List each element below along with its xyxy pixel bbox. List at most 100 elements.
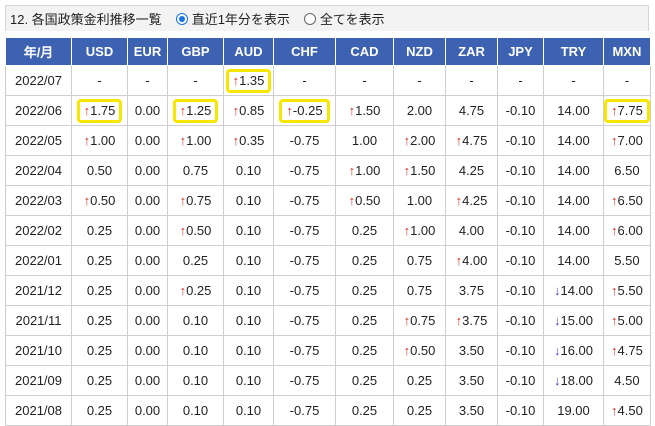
table-row: 2022/03 ↑0.50 0.00 ↑0.75 0.10 -0.75 ↑0.50 1.00 ↑…	[5, 185, 651, 216]
rate-cell: 3.50	[445, 365, 498, 396]
arrow-up-icon: ↑	[611, 313, 618, 328]
policy-rate-table: 年/月 USD EUR GBP AUD CHF CAD NZD ZAR JPY TRY MXN 202…	[5, 37, 651, 426]
rate-text: 6.50	[614, 163, 640, 178]
rate-text: -0.75	[289, 163, 320, 178]
rate-value: 0.25	[352, 283, 377, 298]
rate-text: 0.10	[235, 253, 262, 268]
rate-value: 5.50	[614, 253, 639, 268]
rate-cell: -0.10	[497, 245, 544, 276]
rate-value: 14.00	[557, 223, 590, 238]
rate-value: 14.00	[557, 133, 590, 148]
rate-text: -0.10	[505, 283, 536, 298]
rate-value: -	[417, 73, 421, 88]
rate-value: -0.75	[290, 163, 320, 178]
rate-text: 0.10	[235, 343, 262, 358]
rate-text: 0.25	[351, 253, 378, 268]
rate-text: 0.25	[351, 283, 378, 298]
rate-text: 0.10	[182, 373, 209, 388]
rate-value: 0.10	[236, 253, 261, 268]
column-header: NZD	[393, 37, 446, 66]
rate-value: ↑5.50	[611, 283, 643, 298]
rate-text: 14.00	[557, 223, 590, 238]
rate-value: -0.10	[506, 253, 536, 268]
rate-cell: 5.50	[603, 245, 651, 276]
rate-value: 0.10	[236, 163, 261, 178]
rate-cell: ↑0.75	[167, 185, 224, 216]
rate-cell: 0.25	[167, 245, 224, 276]
radio-recent-year[interactable]: 直近1年分を表示	[175, 9, 290, 28]
arrow-up-icon: ↑	[348, 163, 356, 178]
rate-text: -0.75	[289, 133, 320, 148]
rate-value: 0.00	[135, 253, 160, 268]
rate-cell: 0.50	[71, 155, 128, 186]
rate-cell: 4.50	[603, 365, 651, 396]
rate-value: 0.10	[236, 313, 261, 328]
rate-cell: ↑1.00	[393, 215, 446, 246]
rate-cell: 0.10	[223, 245, 274, 276]
rate-value: -0.10	[506, 313, 536, 328]
radio-show-all[interactable]: 全てを表示	[303, 9, 385, 28]
rate-value: 14.00	[557, 103, 590, 118]
rate-text: 0.10	[235, 163, 262, 178]
rate-cell: ↑2.00	[393, 125, 446, 156]
rate-value: 0.25	[352, 313, 377, 328]
rate-text: -0.10	[505, 193, 536, 208]
table-row: 2021/10 0.25 0.00 0.10 0.10 -0.75 0.25 ↑0.50 3.5…	[5, 335, 651, 366]
rate-cell: -0.75	[273, 335, 336, 366]
arrow-up-icon: ↑	[611, 133, 618, 148]
rate-cell: ↓14.00	[543, 275, 604, 306]
row-date: 2022/01	[5, 245, 72, 276]
rate-cell: -	[603, 65, 651, 96]
column-header: EUR	[127, 37, 168, 66]
rate-cell: -0.75	[273, 245, 336, 276]
rate-value: 0.25	[407, 373, 432, 388]
rate-cell: 0.10	[223, 215, 274, 246]
rate-text: 0.00	[134, 193, 161, 208]
rate-value: ↓16.00	[554, 343, 593, 358]
rate-value: 0.00	[135, 193, 160, 208]
rate-cell: 0.10	[223, 365, 274, 396]
arrow-up-icon: ↑	[403, 343, 411, 358]
rate-text: -0.10	[505, 253, 536, 268]
arrow-up-icon: ↑	[179, 223, 187, 238]
rate-text: 1.00	[351, 133, 378, 148]
rate-cell: ↑0.50	[167, 215, 224, 246]
rate-text: -	[469, 73, 474, 88]
rate-value: ↑4.00	[456, 253, 488, 268]
rate-text: 18.00	[560, 373, 594, 388]
arrow-up-icon: ↑	[403, 133, 411, 148]
rate-value: 0.25	[87, 373, 112, 388]
table-header-row: 年/月 USD EUR GBP AUD CHF CAD NZD ZAR JPY TRY MXN	[5, 37, 651, 66]
rate-text: 0.10	[235, 223, 262, 238]
arrow-up-icon: ↑	[403, 163, 411, 178]
rate-text: 0.00	[134, 223, 161, 238]
rate-value: 0.25	[87, 223, 112, 238]
arrow-up-icon: ↑	[611, 102, 618, 118]
rate-text: 6.00	[617, 223, 643, 238]
rate-cell: -0.10	[497, 335, 544, 366]
rate-value: ↑1.35	[225, 68, 272, 93]
rate-value: ↑1.00	[84, 133, 116, 148]
rate-cell: 0.25	[335, 275, 394, 306]
rate-cell: ↑1.50	[335, 95, 394, 126]
rate-text: 0.50	[410, 343, 436, 358]
rate-cell: ↑1.50	[393, 155, 446, 186]
rate-cell: ↑1.35	[223, 65, 274, 96]
table-row: 2022/04 0.50 0.00 0.75 0.10 -0.75 ↑1.00 ↑1.50 4.…	[5, 155, 651, 186]
arrow-up-icon: ↑	[403, 223, 411, 238]
rate-cell: 0.00	[127, 365, 168, 396]
column-header: AUD	[223, 37, 274, 66]
arrow-up-icon: ↑	[179, 283, 187, 298]
rate-text: 1.00	[355, 163, 381, 178]
rate-cell: ↑4.75	[603, 335, 651, 366]
rate-value: ↑0.85	[233, 103, 265, 118]
rate-cell: -0.10	[497, 275, 544, 306]
rate-cell: 14.00	[543, 215, 604, 246]
rate-text: 0.25	[86, 253, 113, 268]
rate-value: 6.50	[614, 163, 639, 178]
rate-cell: 14.00	[543, 95, 604, 126]
arrow-up-icon: ↑	[348, 103, 356, 118]
rate-value: -	[469, 73, 473, 88]
rate-text: 0.25	[351, 373, 378, 388]
rate-cell: 1.00	[335, 125, 394, 156]
